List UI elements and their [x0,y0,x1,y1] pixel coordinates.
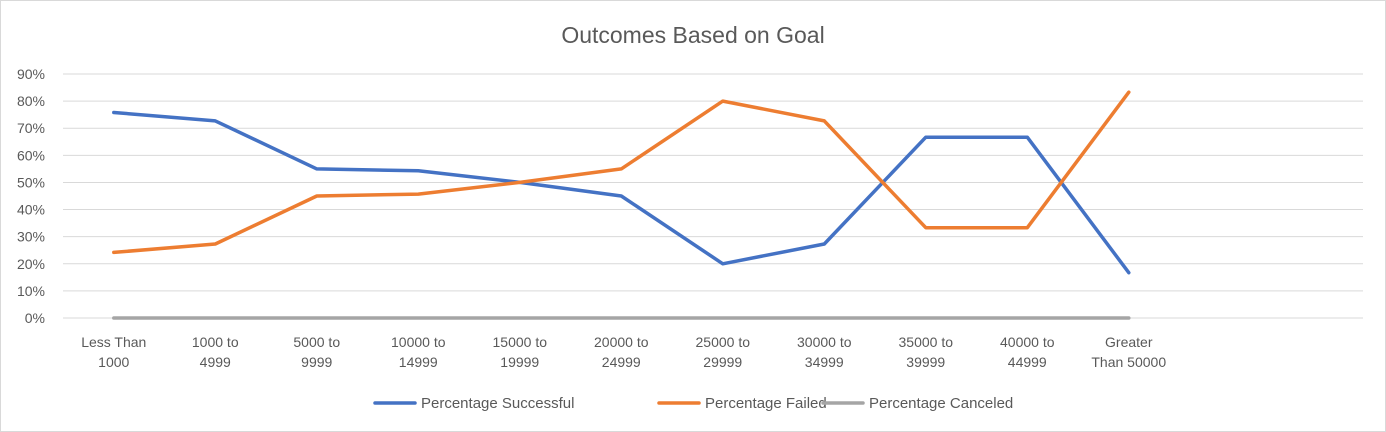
legend-label: Percentage Failed [705,395,827,412]
y-axis: 0% 10% 20% 30% 40% 50% 60% 70% 80% 90% [17,66,45,326]
legend-label: Percentage Canceled [869,395,1013,412]
x-tick-label: Less Than 1000 [81,334,146,370]
y-tick-label: 40% [17,202,45,218]
legend: Percentage Successful Percentage Failed Pe… [373,395,1013,412]
y-tick-label: 30% [17,229,45,245]
x-tick-label: 25000 to 29999 [696,334,751,370]
y-tick-label: 60% [17,147,45,163]
y-tick-label: 50% [17,174,45,190]
x-tick-label: 40000 to 44999 [1000,334,1055,370]
x-tick-label: 35000 to 39999 [899,334,954,370]
legend-label: Percentage Successful [421,395,574,412]
x-tick-label: 20000 to 24999 [594,334,649,370]
series-line-percentage-failed [112,90,1131,255]
x-tick-label: Greater Than 50000 [1091,334,1166,370]
y-tick-label: 80% [17,93,45,109]
y-tick-label: 70% [17,120,45,136]
series-lines [112,90,1131,320]
y-tick-label: 20% [17,256,45,272]
x-tick-label: 30000 to 34999 [797,334,852,370]
gridlines [63,73,1363,319]
y-tick-label: 10% [17,283,45,299]
chart-title: Outcomes Based on Goal [561,22,824,48]
x-tick-label: 5000 to 9999 [293,334,340,370]
x-tick-label: 15000 to 19999 [493,334,548,370]
y-tick-label: 0% [25,310,45,326]
x-tick-label: 1000 to 4999 [192,334,239,370]
y-tick-label: 90% [17,66,45,82]
series-line-percentage-successful [112,110,1131,275]
x-axis: Less Than 1000 1000 to 4999 5000 to 9999 10000… [81,334,1166,370]
x-tick-label: 10000 to 14999 [391,334,446,370]
